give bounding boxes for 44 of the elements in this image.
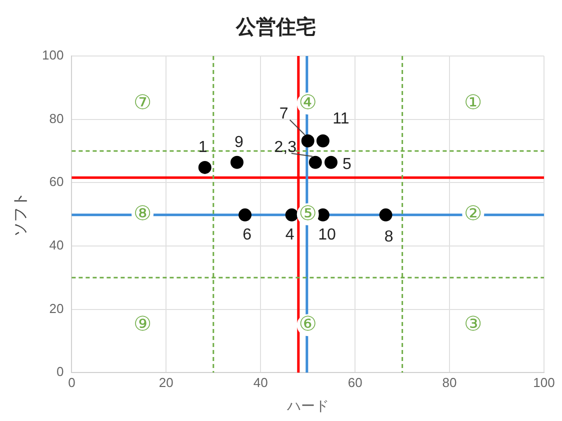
annotation: 9: [234, 134, 244, 151]
annotation: 5: [342, 156, 352, 173]
x-tick-label: 100: [533, 374, 555, 390]
y-tick-label: 40: [49, 238, 64, 253]
x-tick-label: 40: [253, 374, 268, 390]
y-tick-label: 0: [56, 364, 64, 380]
y-tick-label: 100: [42, 48, 64, 63]
annotation: ⑤: [298, 202, 317, 225]
point: [238, 208, 252, 222]
point: [316, 208, 330, 222]
annotation: 2,3: [274, 138, 297, 156]
x-tick-label: 60: [348, 374, 362, 390]
annotation: ④: [298, 92, 317, 114]
y-tick-label: 20: [49, 300, 64, 316]
annotation: 11: [332, 110, 350, 128]
y-tick-label: 60: [49, 174, 64, 190]
point: [285, 208, 298, 222]
annotation: 4: [285, 226, 294, 244]
annotation: ③: [464, 314, 482, 336]
point: [316, 134, 330, 148]
point: [198, 160, 212, 174]
point: [230, 156, 244, 169]
point: [308, 156, 322, 169]
annotation: 1: [198, 138, 208, 156]
point: [324, 156, 338, 169]
x-tick-label: 80: [442, 374, 457, 390]
y-axis-title: ソフト: [12, 192, 30, 237]
x-axis-title: ハード: [286, 397, 329, 414]
annotation: ⑦: [134, 92, 152, 114]
annotation: 8: [384, 228, 394, 246]
y-tick-label: 80: [49, 110, 64, 126]
annotation: ⑥: [298, 314, 317, 336]
annotation: ①: [464, 92, 482, 114]
annotation: 10: [318, 226, 336, 244]
x-tick-label: 20: [158, 374, 174, 390]
annotation: ②: [464, 202, 482, 225]
point: [379, 208, 392, 222]
x-tick-label: 0: [68, 374, 76, 390]
annotation: 7: [279, 105, 288, 122]
annotation: ⑨: [134, 314, 152, 336]
point: [301, 134, 314, 148]
chart-title: 公営住宅: [235, 16, 316, 39]
annotation: ⑧: [134, 202, 152, 225]
annotation: 6: [242, 226, 252, 244]
